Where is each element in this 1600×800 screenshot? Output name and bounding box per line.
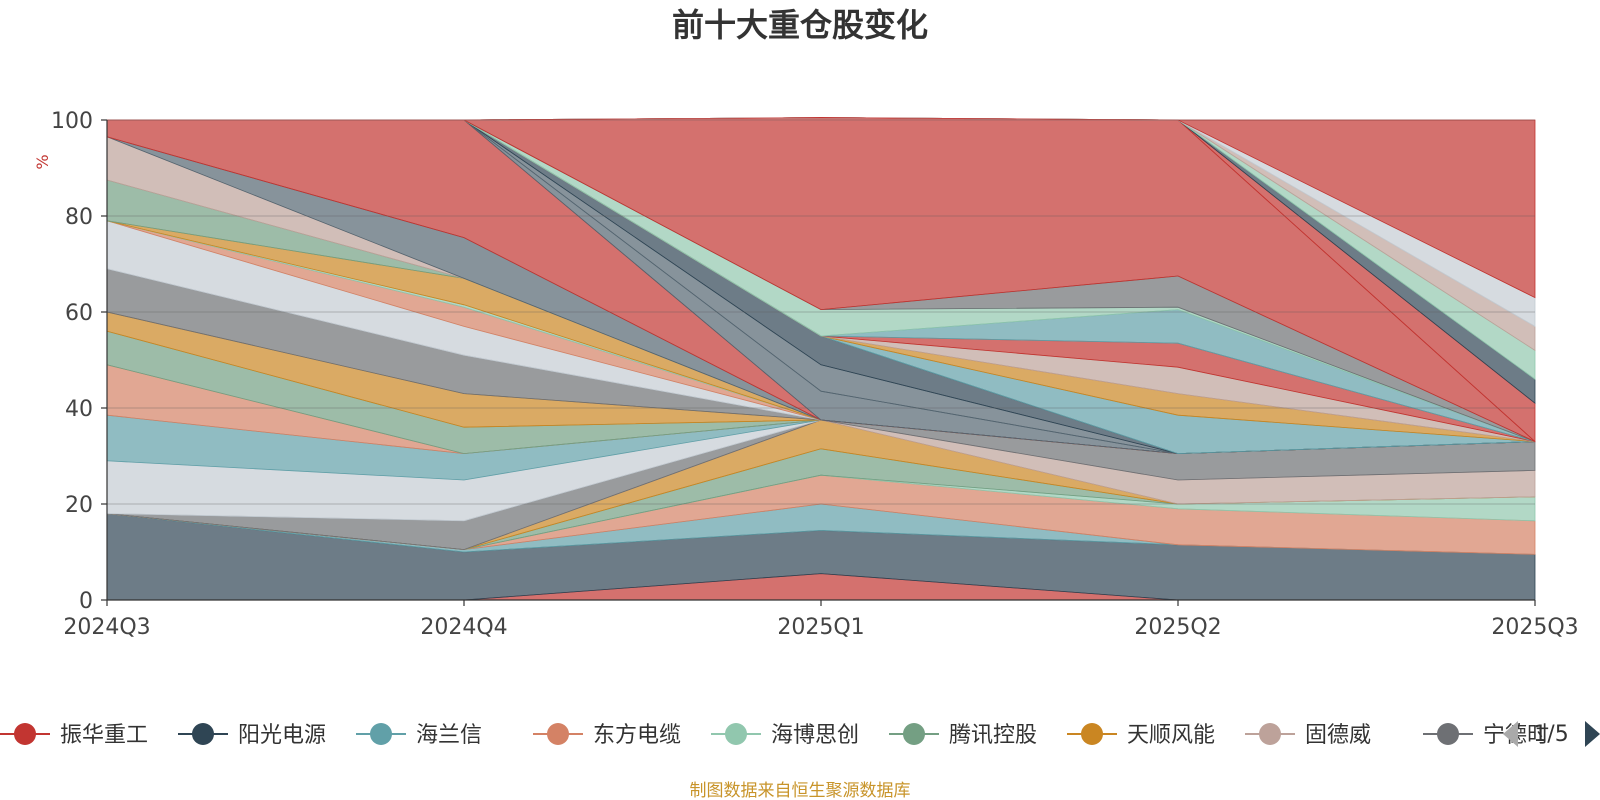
- legend-prev-icon[interactable]: [1503, 721, 1518, 747]
- y-axis-label: %: [33, 154, 52, 169]
- x-tick-label: 2025Q3: [1491, 615, 1578, 640]
- grid-lines: [107, 119, 1535, 505]
- legend-label: 固德威: [1305, 723, 1371, 748]
- legend: 振华重工 阳光电源 海兰信 东方电缆 海博思创 腾讯控股 天顺风能 固德威 宁德时: [0, 723, 1549, 748]
- y-tick-label: 40: [65, 397, 93, 422]
- legend-item[interactable]: 海兰信: [356, 723, 482, 748]
- legend-label: 振华重工: [60, 723, 148, 748]
- legend-label: 海兰信: [416, 723, 482, 748]
- legend-marker-icon: [14, 723, 36, 745]
- y-tick-label: 0: [79, 589, 93, 614]
- legend-item[interactable]: 固德威: [1245, 723, 1371, 748]
- axes: 0 20 40 60 80 100 2024Q3 2024Q4 2025Q1 2025Q2 2025…: [51, 109, 1579, 640]
- y-tick-label: 80: [65, 205, 93, 230]
- legend-label: 腾讯控股: [949, 723, 1037, 748]
- legend-label: 天顺风能: [1127, 723, 1215, 748]
- y-tick-label: 60: [65, 301, 93, 326]
- x-tick-label: 2025Q2: [1134, 615, 1221, 640]
- chart-title: 前十大重仓股变化: [672, 6, 928, 44]
- legend-marker-icon: [903, 723, 925, 745]
- legend-marker-icon: [192, 723, 214, 745]
- y-tick-label: 100: [51, 109, 93, 134]
- legend-item[interactable]: 宁德时: [1423, 723, 1549, 748]
- area-layers: [106, 117, 1536, 601]
- legend-marker-icon: [1259, 723, 1281, 745]
- legend-marker-icon: [370, 723, 392, 745]
- legend-item[interactable]: 海博思创: [711, 723, 859, 748]
- legend-next-icon[interactable]: [1585, 721, 1600, 747]
- x-tick-label: 2025Q1: [777, 615, 864, 640]
- legend-item[interactable]: 阳光电源: [178, 723, 326, 748]
- legend-item[interactable]: 天顺风能: [1067, 723, 1215, 748]
- legend-page-indicator: 1/5: [1533, 722, 1568, 747]
- legend-label: 海博思创: [771, 723, 859, 748]
- legend-item[interactable]: 东方电缆: [533, 723, 681, 748]
- legend-label: 东方电缆: [593, 723, 681, 748]
- legend-item[interactable]: 振华重工: [0, 723, 148, 748]
- area-series-44: [107, 117, 1536, 299]
- legend-label: 阳光电源: [238, 723, 326, 748]
- legend-marker-icon: [1437, 723, 1459, 745]
- legend-marker-icon: [725, 723, 747, 745]
- legend-item[interactable]: 腾讯控股: [889, 723, 1037, 748]
- y-tick-label: 20: [65, 493, 93, 518]
- legend-marker-icon: [1081, 723, 1103, 745]
- source-note: 制图数据来自恒生聚源数据库: [690, 781, 911, 800]
- legend-marker-icon: [547, 723, 569, 745]
- x-tick-label: 2024Q4: [420, 615, 507, 640]
- x-tick-label: 2024Q3: [63, 615, 150, 640]
